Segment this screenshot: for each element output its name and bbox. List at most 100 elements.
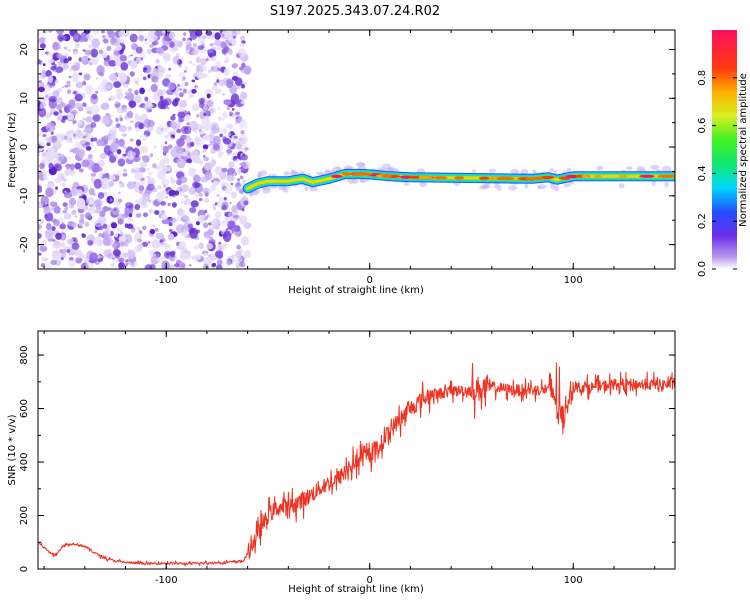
noise-blob: [131, 43, 138, 51]
noise-blob: [114, 232, 119, 238]
colorbar-tick-label: 0.2: [697, 213, 708, 229]
noise-blob: [74, 162, 82, 170]
noise-blob: [75, 81, 84, 89]
noise-blob: [167, 81, 176, 91]
noise-blob: [176, 187, 181, 192]
noise-blob: [134, 171, 143, 181]
noise-blob: [165, 124, 168, 127]
noise-blob: [146, 183, 155, 191]
noise-blob: [54, 240, 60, 246]
noise-blob: [222, 137, 232, 145]
noise-blob: [79, 223, 83, 227]
noise-blob: [122, 173, 128, 177]
noise-blob: [152, 68, 160, 76]
noise-blob: [125, 259, 129, 263]
noise-blob: [53, 205, 61, 214]
noise-blob: [109, 56, 114, 61]
noise-blob: [94, 220, 103, 228]
noise-blob: [187, 223, 194, 229]
noise-blob: [211, 55, 217, 62]
noise-blob: [239, 175, 244, 180]
noise-blob: [84, 49, 92, 56]
noise-blob: [167, 144, 173, 149]
noise-blob: [74, 93, 83, 102]
noise-blob: [162, 189, 167, 196]
colorbar-tick-label: 0.6: [697, 118, 708, 134]
track-halo-blob: [566, 167, 572, 172]
noise-blob: [222, 93, 225, 96]
noise-blob: [242, 153, 245, 157]
noise-blob: [205, 158, 209, 161]
noise-blob: [149, 228, 156, 235]
noise-blob: [141, 225, 147, 230]
noise-blob: [190, 47, 195, 51]
noise-blob: [77, 189, 83, 197]
noise-blob: [118, 138, 125, 147]
noise-blob: [64, 106, 70, 114]
noise-blob: [133, 181, 136, 185]
noise-blob: [192, 43, 198, 48]
noise-blob: [139, 161, 147, 168]
noise-blob: [143, 118, 152, 128]
noise-blob: [86, 110, 93, 115]
noise-blob: [94, 209, 101, 214]
noise-blob: [177, 111, 186, 119]
noise-blob: [239, 119, 248, 130]
noise-blob: [169, 46, 176, 53]
spectrogram-x-tick-label: 0: [367, 275, 373, 286]
track-halo-blob: [481, 184, 489, 189]
noise-blob: [231, 254, 235, 259]
noise-blob: [64, 52, 69, 57]
noise-blob: [38, 82, 42, 86]
noise-blob: [94, 229, 98, 232]
track-halo-blob: [388, 166, 395, 173]
noise-blob: [228, 212, 232, 218]
noise-blob: [208, 69, 212, 73]
track-hot-spots: [330, 172, 675, 181]
noise-blob: [239, 261, 246, 268]
noise-blob: [147, 241, 151, 244]
noise-blob: [176, 179, 182, 186]
noise-blob: [64, 84, 69, 88]
noise-blob: [57, 34, 66, 42]
noise-blob: [92, 137, 98, 142]
noise-blob: [221, 201, 229, 211]
noise-blob: [158, 66, 166, 75]
noise-blob: [40, 195, 49, 206]
noise-blob: [70, 210, 76, 216]
noise-blob: [85, 261, 94, 269]
noise-blob: [161, 260, 170, 269]
noise-blob: [109, 114, 114, 118]
noise-blob: [192, 103, 200, 111]
noise-blob: [211, 46, 217, 50]
noise-blob: [170, 252, 175, 258]
track-hot-spot: [408, 175, 420, 179]
noise-blob: [48, 162, 54, 170]
noise-blob: [213, 207, 217, 211]
noise-blob: [81, 55, 90, 65]
noise-blob: [45, 92, 52, 98]
noise-blob: [82, 102, 87, 107]
noise-blob: [147, 49, 152, 54]
noise-blob: [38, 86, 45, 93]
noise-blob: [120, 230, 123, 234]
noise-blob: [169, 229, 173, 232]
noise-blob: [118, 235, 127, 242]
noise-blob: [212, 180, 220, 186]
noise-blob: [39, 104, 44, 110]
noise-blob: [233, 173, 236, 176]
track-hot-spot: [558, 176, 571, 180]
noise-blob: [158, 196, 161, 199]
noise-blob: [191, 49, 199, 56]
noise-blob: [127, 125, 133, 131]
noise-blob: [84, 212, 92, 220]
noise-blob: [73, 102, 83, 110]
noise-blob: [197, 45, 204, 50]
noise-blob: [139, 87, 146, 95]
noise-blob: [227, 152, 231, 156]
noise-blob: [44, 212, 54, 222]
noise-blob: [98, 49, 104, 55]
noise-blob: [192, 37, 196, 41]
colorbar-tick-label: 0.8: [697, 70, 708, 86]
noise-blob: [144, 96, 149, 102]
